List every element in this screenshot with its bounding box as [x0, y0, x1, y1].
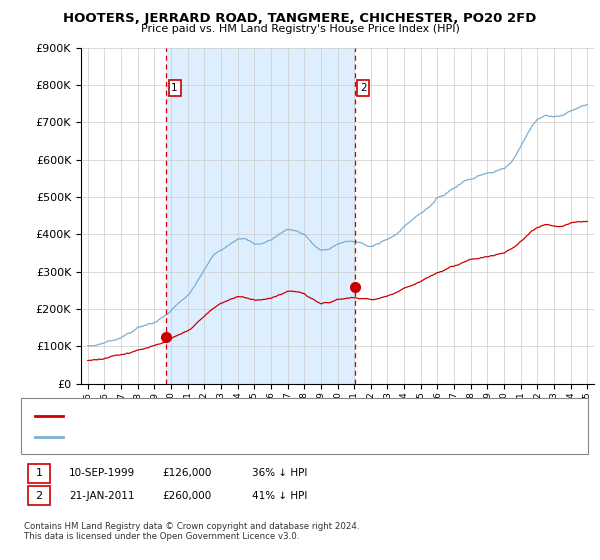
Text: HOOTERS, JERRARD ROAD, TANGMERE, CHICHESTER, PO20 2FD (detached house): HOOTERS, JERRARD ROAD, TANGMERE, CHICHES… — [69, 411, 457, 420]
Text: 2: 2 — [35, 491, 43, 501]
Text: 41% ↓ HPI: 41% ↓ HPI — [252, 491, 307, 501]
Text: 10-SEP-1999: 10-SEP-1999 — [69, 468, 135, 478]
Text: 1: 1 — [35, 468, 43, 478]
Bar — [166, 48, 355, 384]
Text: HPI: Average price, detached house, Chichester: HPI: Average price, detached house, Chic… — [69, 432, 296, 441]
Text: 2: 2 — [360, 83, 367, 93]
Text: 36% ↓ HPI: 36% ↓ HPI — [252, 468, 307, 478]
Text: 1: 1 — [171, 83, 178, 93]
Text: HOOTERS, JERRARD ROAD, TANGMERE, CHICHESTER, PO20 2FD: HOOTERS, JERRARD ROAD, TANGMERE, CHICHES… — [64, 12, 536, 25]
Text: Price paid vs. HM Land Registry's House Price Index (HPI): Price paid vs. HM Land Registry's House … — [140, 24, 460, 34]
Text: £260,000: £260,000 — [162, 491, 211, 501]
Text: Contains HM Land Registry data © Crown copyright and database right 2024.
This d: Contains HM Land Registry data © Crown c… — [24, 522, 359, 542]
Text: 21-JAN-2011: 21-JAN-2011 — [69, 491, 134, 501]
Text: £126,000: £126,000 — [162, 468, 211, 478]
